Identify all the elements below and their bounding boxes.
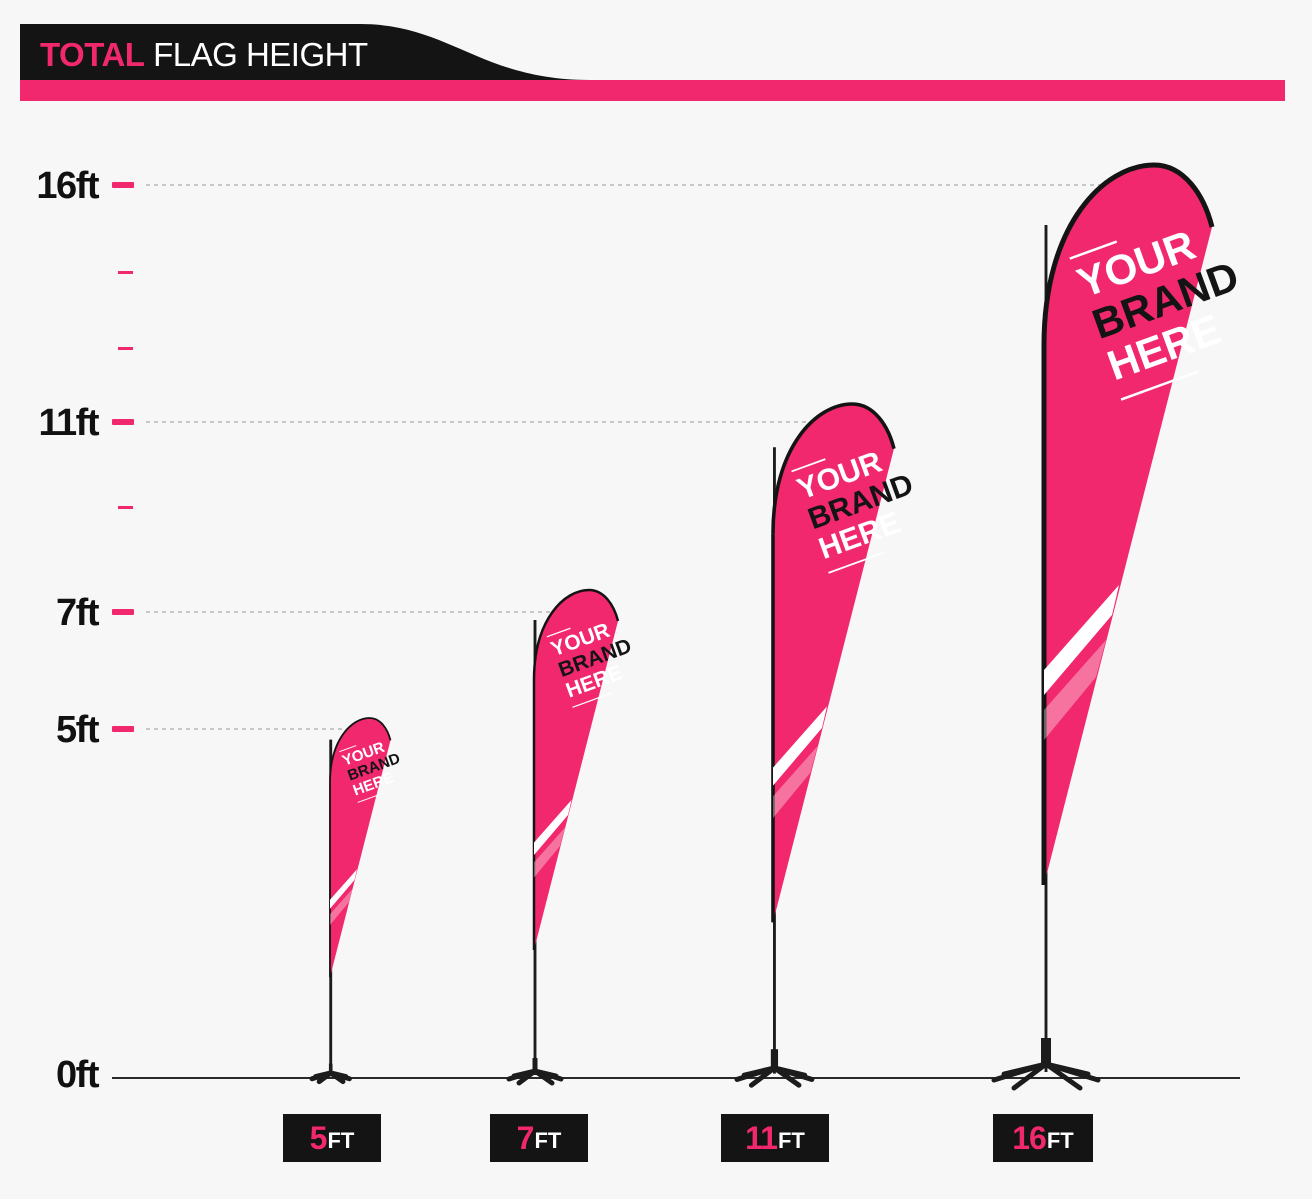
flag-stand <box>991 1061 1101 1091</box>
flag-stripe <box>330 869 357 909</box>
flag-body <box>330 718 391 978</box>
tick-11ft <box>112 419 134 425</box>
badge-unit: FT <box>534 1128 562 1153</box>
axis-label-5ft: 5ft <box>56 709 99 751</box>
flag-stand-hub <box>770 1049 779 1071</box>
axis-label-7ft: 7ft <box>56 592 99 634</box>
badge-value: 7 <box>516 1119 535 1156</box>
tick-7ft <box>112 609 134 615</box>
slogan-rule <box>1069 240 1118 260</box>
slogan-rule <box>1120 370 1199 401</box>
flag-edge <box>532 588 620 681</box>
axis-label-0ft: 0ft <box>56 1054 99 1096</box>
flag-stand-hub <box>328 1063 333 1075</box>
flag-stripe <box>773 706 827 786</box>
flag-stand-hub <box>1041 1038 1051 1068</box>
tick-5ft <box>112 726 134 732</box>
flag-stripe-light <box>330 889 353 925</box>
badge-unit: FT <box>327 1128 355 1153</box>
axis-label-11ft: 11ft <box>38 402 100 444</box>
header-title-rest: FLAG HEIGHT <box>153 36 368 73</box>
badge-value: 11 <box>745 1119 778 1156</box>
flag-edge <box>771 402 896 534</box>
slogan-rule <box>357 791 386 803</box>
size-badge-5ft: 5 FT <box>283 1114 381 1162</box>
flag-body <box>773 404 894 923</box>
tick-minor <box>118 506 133 509</box>
header-title: TOTAL FLAG HEIGHT <box>40 36 368 74</box>
header-banner <box>20 24 1285 84</box>
flag-body <box>1044 165 1212 885</box>
flag-stand <box>309 1070 352 1085</box>
slogan-rule <box>572 692 612 708</box>
tick-minor <box>118 347 133 350</box>
slogan-rule <box>828 551 885 574</box>
slogan-rule <box>791 458 826 473</box>
flag-edge <box>329 717 392 783</box>
flag-stripe-light <box>1044 640 1106 740</box>
flag-stand <box>734 1065 815 1088</box>
size-badge-16ft: 16 FT <box>993 1114 1093 1162</box>
badge-unit: FT <box>777 1128 805 1153</box>
flag-edge <box>1041 162 1215 346</box>
flag-stripe <box>534 800 572 855</box>
badge-value: 16 <box>1012 1119 1047 1156</box>
header-title-highlight: TOTAL <box>40 36 145 73</box>
size-badge-11ft: 11 FT <box>721 1114 829 1162</box>
tick-minor <box>118 271 133 274</box>
flag-body <box>534 590 618 950</box>
slogan-rule <box>339 745 357 753</box>
flag-stripe-light <box>773 746 818 818</box>
tick-16ft <box>112 182 134 188</box>
badge-value: 5 <box>309 1119 328 1156</box>
slogan-rule <box>546 627 571 638</box>
flag-stripe <box>1044 585 1119 695</box>
flag-stripe-light <box>534 827 565 878</box>
size-badge-7ft: 7 FT <box>490 1114 588 1162</box>
flag-stand-hub <box>532 1058 538 1073</box>
header-accent-bar <box>20 80 1285 101</box>
flag-stand <box>506 1068 564 1086</box>
axis-label-16ft: 16ft <box>36 165 99 207</box>
badge-unit: FT <box>1046 1128 1074 1153</box>
